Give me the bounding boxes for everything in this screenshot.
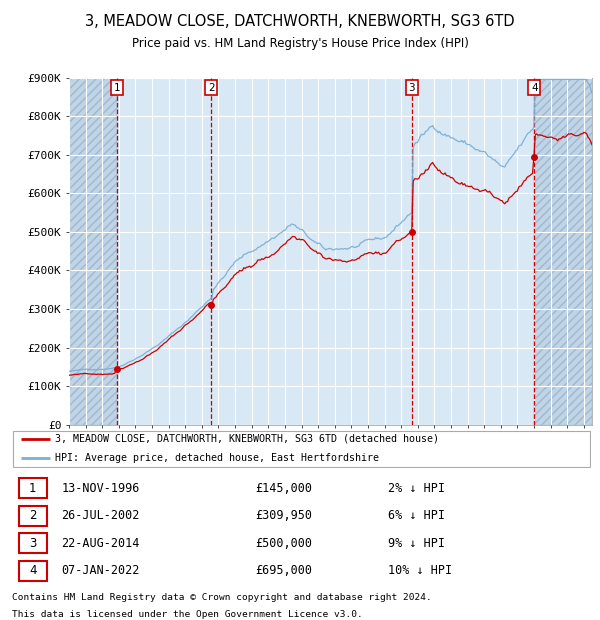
Text: £145,000: £145,000 xyxy=(255,482,312,495)
Bar xyxy=(69,78,116,425)
Bar xyxy=(535,78,592,425)
Text: 2% ↓ HPI: 2% ↓ HPI xyxy=(388,482,445,495)
Text: 1: 1 xyxy=(29,482,37,495)
Text: 3: 3 xyxy=(409,82,415,93)
FancyBboxPatch shape xyxy=(19,478,47,498)
Text: £500,000: £500,000 xyxy=(255,537,312,550)
Text: 3, MEADOW CLOSE, DATCHWORTH, KNEBWORTH, SG3 6TD (detached house): 3, MEADOW CLOSE, DATCHWORTH, KNEBWORTH, … xyxy=(55,434,439,444)
Text: £695,000: £695,000 xyxy=(255,564,312,577)
Bar xyxy=(535,78,592,425)
Text: 2: 2 xyxy=(29,509,37,522)
Text: 9% ↓ HPI: 9% ↓ HPI xyxy=(388,537,445,550)
Text: 4: 4 xyxy=(29,564,37,577)
Text: Contains HM Land Registry data © Crown copyright and database right 2024.: Contains HM Land Registry data © Crown c… xyxy=(12,593,432,602)
Text: HPI: Average price, detached house, East Hertfordshire: HPI: Average price, detached house, East… xyxy=(55,453,379,463)
Text: 6% ↓ HPI: 6% ↓ HPI xyxy=(388,509,445,522)
Text: 2: 2 xyxy=(208,82,215,93)
FancyBboxPatch shape xyxy=(13,431,590,466)
Text: Price paid vs. HM Land Registry's House Price Index (HPI): Price paid vs. HM Land Registry's House … xyxy=(131,37,469,50)
Text: 1: 1 xyxy=(113,82,120,93)
FancyBboxPatch shape xyxy=(19,533,47,553)
Bar xyxy=(69,78,116,425)
Text: £309,950: £309,950 xyxy=(255,509,312,522)
Text: This data is licensed under the Open Government Licence v3.0.: This data is licensed under the Open Gov… xyxy=(12,610,363,619)
Text: 22-AUG-2014: 22-AUG-2014 xyxy=(61,537,140,550)
FancyBboxPatch shape xyxy=(19,561,47,581)
Text: 3: 3 xyxy=(29,537,37,550)
FancyBboxPatch shape xyxy=(19,506,47,526)
Text: 4: 4 xyxy=(531,82,538,93)
Text: 07-JAN-2022: 07-JAN-2022 xyxy=(61,564,140,577)
Text: 3, MEADOW CLOSE, DATCHWORTH, KNEBWORTH, SG3 6TD: 3, MEADOW CLOSE, DATCHWORTH, KNEBWORTH, … xyxy=(85,14,515,29)
Text: 13-NOV-1996: 13-NOV-1996 xyxy=(61,482,140,495)
Text: 26-JUL-2002: 26-JUL-2002 xyxy=(61,509,140,522)
Text: 10% ↓ HPI: 10% ↓ HPI xyxy=(388,564,452,577)
